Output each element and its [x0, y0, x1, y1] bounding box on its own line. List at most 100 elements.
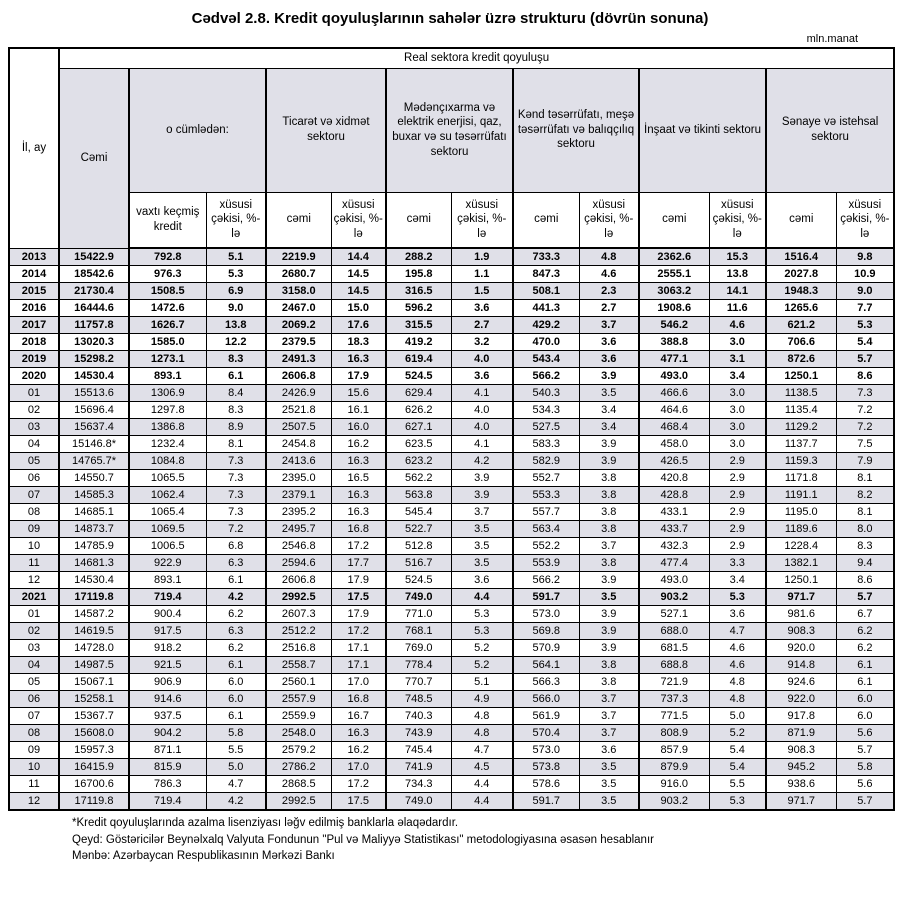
total-column-header: Cəmi: [58, 67, 130, 249]
value-cell: 546.2: [638, 316, 710, 334]
value-cell: 596.2: [385, 299, 452, 317]
value-cell: 566.2: [512, 571, 580, 589]
period-cell: 12: [8, 792, 60, 811]
table-row: 08 14685.1 1065.4 7.3 2395.2 16.3 545.4 3.7 557.…: [8, 503, 895, 521]
value-cell: 18542.6: [58, 265, 130, 283]
subheader-industry-total: cəmi: [765, 191, 837, 249]
value-cell: 1129.2: [765, 418, 837, 436]
value-cell: 749.0: [385, 588, 452, 606]
value-cell: 1228.4: [765, 537, 837, 555]
value-cell: 938.6: [765, 775, 837, 793]
value-cell: 17.0: [330, 758, 387, 776]
value-cell: 553.3: [512, 486, 580, 504]
table-row: 2020 14530.4 893.1 6.1 2606.8 17.9 524.5 3.6 566…: [8, 367, 895, 385]
value-cell: 3.9: [578, 435, 640, 453]
value-cell: 981.6: [765, 605, 837, 623]
value-cell: 13.8: [205, 316, 267, 334]
value-cell: 569.8: [512, 622, 580, 640]
value-cell: 3.6: [450, 571, 514, 589]
value-cell: 1069.5: [128, 520, 207, 538]
period-cell: 06: [8, 469, 60, 487]
table-row: 12 14530.4 893.1 6.1 2606.8 17.9 524.5 3.6 566.2…: [8, 571, 895, 589]
period-cell: 08: [8, 724, 60, 742]
value-cell: 1948.3: [765, 282, 837, 300]
value-cell: 6.0: [835, 690, 895, 708]
value-cell: 1472.6: [128, 299, 207, 317]
value-cell: 5.7: [835, 792, 895, 811]
value-cell: 1135.4: [765, 401, 837, 419]
value-cell: 1138.5: [765, 384, 837, 402]
subheader-mining-total: cəmi: [385, 191, 452, 249]
table-row: 2015 21730.4 1508.5 6.9 3158.0 14.5 316.5 1.5 50…: [8, 282, 895, 300]
value-cell: 6.1: [205, 367, 267, 385]
value-cell: 2426.9: [265, 384, 332, 402]
value-cell: 900.4: [128, 605, 207, 623]
period-cell: 08: [8, 503, 60, 521]
value-cell: 3.5: [450, 554, 514, 572]
value-cell: 4.4: [450, 792, 514, 811]
value-cell: 3.8: [578, 520, 640, 538]
period-cell: 2020: [8, 367, 60, 385]
value-cell: 3.9: [450, 486, 514, 504]
table-row: 04 14987.5 921.5 6.1 2558.7 17.1 778.4 5.2 564.1…: [8, 656, 895, 674]
value-cell: 737.3: [638, 690, 710, 708]
value-cell: 741.9: [385, 758, 452, 776]
value-cell: 14530.4: [58, 367, 130, 385]
value-cell: 16415.9: [58, 758, 130, 776]
value-cell: 15957.3: [58, 741, 130, 759]
value-cell: 2516.8: [265, 639, 332, 657]
value-cell: 734.3: [385, 775, 452, 793]
value-cell: 3.2: [450, 333, 514, 351]
value-cell: 570.9: [512, 639, 580, 657]
value-cell: 7.2: [835, 418, 895, 436]
value-cell: 3.9: [578, 571, 640, 589]
value-cell: 195.8: [385, 265, 452, 283]
value-cell: 619.4: [385, 350, 452, 368]
table-row: 07 14585.3 1062.4 7.3 2379.1 16.3 563.8 3.9 553.…: [8, 486, 895, 504]
value-cell: 493.0: [638, 571, 710, 589]
value-cell: 16.8: [330, 690, 387, 708]
value-cell: 16444.6: [58, 299, 130, 317]
value-cell: 16.8: [330, 520, 387, 538]
value-cell: 719.4: [128, 792, 207, 811]
value-cell: 4.4: [450, 588, 514, 606]
value-cell: 3.5: [450, 520, 514, 538]
value-cell: 2594.6: [265, 554, 332, 572]
value-cell: 16.3: [330, 486, 387, 504]
value-cell: 1137.7: [765, 435, 837, 453]
value-cell: 524.5: [385, 367, 452, 385]
value-cell: 2606.8: [265, 571, 332, 589]
value-cell: 2395.0: [265, 469, 332, 487]
value-cell: 8.0: [835, 520, 895, 538]
value-cell: 566.3: [512, 673, 580, 691]
value-cell: 2786.2: [265, 758, 332, 776]
value-cell: 4.7: [708, 622, 767, 640]
value-cell: 3.9: [578, 622, 640, 640]
value-cell: 464.6: [638, 401, 710, 419]
value-cell: 16.2: [330, 435, 387, 453]
value-cell: 2868.5: [265, 775, 332, 793]
value-cell: 3.0: [708, 435, 767, 453]
value-cell: 904.2: [128, 724, 207, 742]
value-cell: 426.5: [638, 452, 710, 470]
value-cell: 6.2: [835, 639, 895, 657]
value-cell: 1908.6: [638, 299, 710, 317]
value-cell: 4.2: [205, 588, 267, 606]
table-row: 01 15513.6 1306.9 8.4 2426.9 15.6 629.4 4.1 540.…: [8, 384, 895, 402]
value-cell: 17.2: [330, 775, 387, 793]
value-cell: 15422.9: [58, 247, 130, 266]
table-row: 05 14765.7* 1084.8 7.3 2413.6 16.3 623.2 4.2 582…: [8, 452, 895, 470]
value-cell: 527.1: [638, 605, 710, 623]
period-cell: 04: [8, 656, 60, 674]
table-row: 06 15258.1 914.6 6.0 2557.9 16.8 748.5 4.9 566.0…: [8, 690, 895, 708]
footnote-source: Mənbə: Azərbaycan Respublikasının Mərkəz…: [72, 850, 335, 863]
value-cell: 7.3: [205, 503, 267, 521]
value-cell: 5.4: [708, 741, 767, 759]
value-cell: 2.9: [708, 486, 767, 504]
value-cell: 3.3: [708, 554, 767, 572]
value-cell: 3.6: [578, 350, 640, 368]
value-cell: 7.9: [835, 452, 895, 470]
value-cell: 5.7: [835, 741, 895, 759]
value-cell: 1297.8: [128, 401, 207, 419]
value-cell: 7.3: [835, 384, 895, 402]
